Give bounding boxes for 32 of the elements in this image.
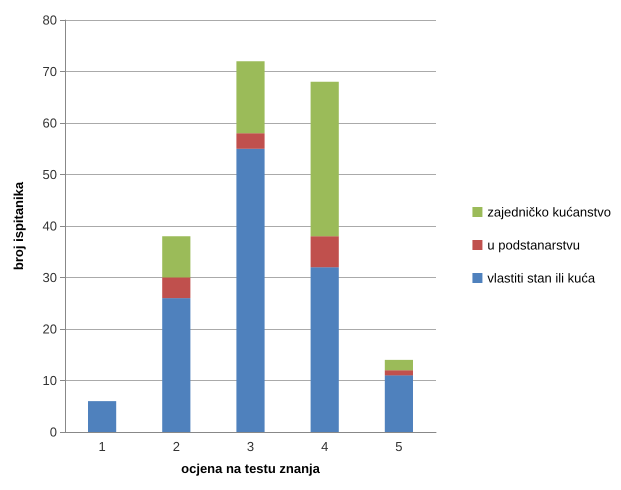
- y-tick-label: 0: [50, 424, 57, 440]
- y-tick-label: 30: [42, 270, 57, 285]
- bar: [236, 148, 265, 432]
- bar: [236, 133, 265, 149]
- y-tick-label: 80: [42, 12, 57, 28]
- y-tick-label: 40: [42, 218, 57, 234]
- legend-label: zajedničko kućanstvo: [487, 204, 612, 220]
- bar: [162, 298, 190, 432]
- bar: [162, 236, 190, 278]
- y-tick-label: 10: [42, 373, 57, 388]
- legend-label: u podstanarstvu: [487, 238, 580, 252]
- x-axis-title: ocjena na testu znanja: [181, 461, 321, 476]
- bar: [384, 360, 413, 370]
- bar: [310, 267, 339, 432]
- y-tick-label: 60: [42, 116, 57, 130]
- y-axis-title: broj ispitanika: [11, 181, 26, 270]
- x-tick-label: 1: [98, 439, 106, 454]
- x-tick-label: 4: [321, 439, 328, 454]
- x-tick-label: 3: [246, 439, 254, 454]
- bar: [162, 278, 190, 298]
- y-tick-label: 20: [42, 322, 57, 336]
- legend-label: vlastiti stan ili kuća: [487, 270, 596, 286]
- bar: [384, 375, 413, 432]
- x-tick-label: 2: [172, 439, 180, 454]
- x-tick-label: 5: [395, 439, 403, 454]
- bar: [310, 82, 339, 236]
- bar: [88, 401, 116, 432]
- y-tick-label: 50: [42, 167, 57, 182]
- bar: [310, 236, 339, 268]
- bar: [384, 370, 413, 376]
- y-tick-label: 70: [42, 64, 57, 79]
- bar: [236, 61, 265, 134]
